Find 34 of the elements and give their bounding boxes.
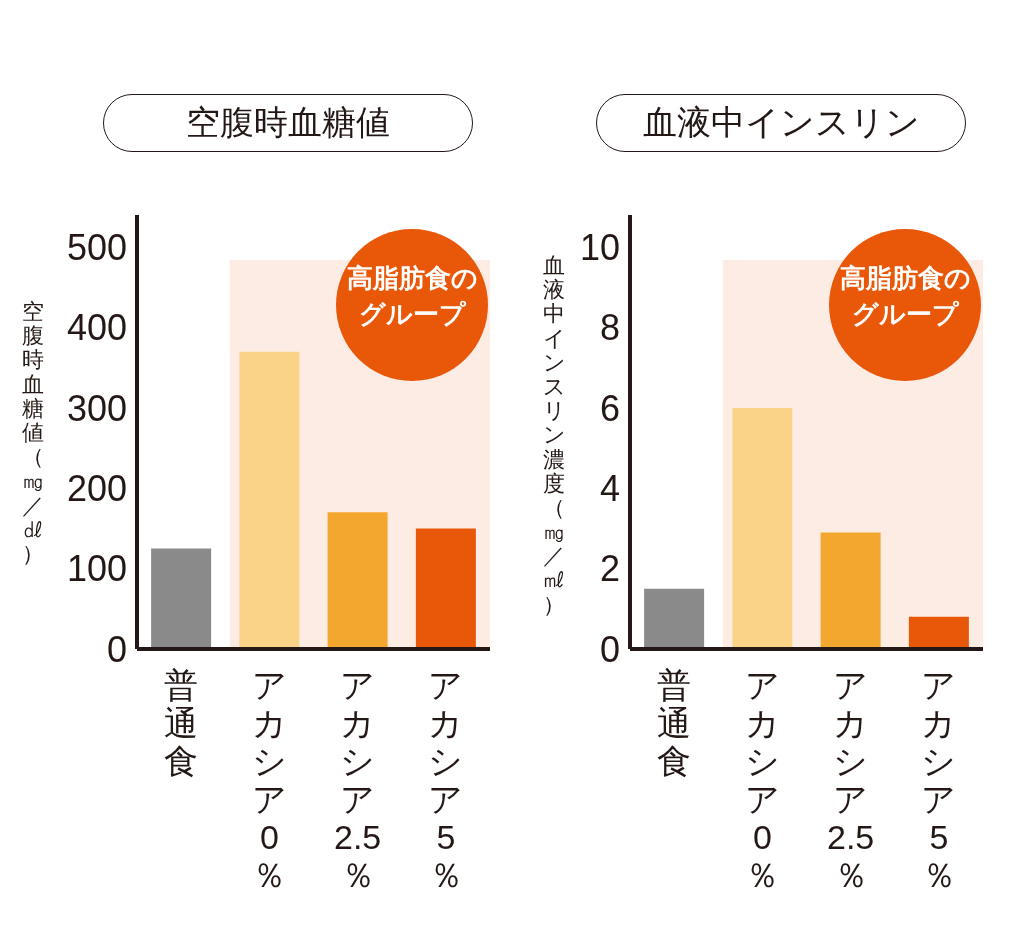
x-tick-label: アカシア0％ [744,666,780,894]
y-tick-label: 500 [66,226,127,268]
y-tick-label: 2 [599,548,620,590]
y-tick-label: 100 [66,548,127,590]
y-tick-label: 0 [106,628,127,670]
bar [644,588,705,649]
band-label: 高脂肪食のグループ [346,263,478,329]
chart-title: 血液中インスリン [596,94,966,152]
x-tick-label: 普通食 [164,666,199,780]
bar [908,616,969,649]
chart-title: 空腹時血糖値 [103,94,473,152]
x-tick-label: アカシア2.5％ [826,666,875,894]
x-tick-label: アカシア0％ [251,666,287,894]
y-tick-label: 10 [579,226,620,268]
bar [239,351,300,649]
y-tick-label: 400 [66,307,127,349]
bar [820,532,881,649]
x-tick-label: アカシア2.5％ [333,666,382,894]
y-tick-label: 200 [66,468,127,510]
x-tick-label: アカシア5％ [921,666,957,894]
y-tick-label: 0 [599,628,620,670]
y-tick-label: 300 [66,387,127,429]
y-tick-label: 8 [599,307,620,349]
bar [151,548,212,649]
bar [327,512,388,649]
band-label: 高脂肪食のグループ [839,263,971,329]
x-tick-label: 普通食 [657,666,692,780]
bar [415,528,476,649]
text: 血液中インスリン濃度（㎎／㎖） [542,253,566,617]
y-tick-label: 6 [599,387,620,429]
x-tick-label: アカシア5％ [428,666,464,894]
bar [732,407,793,649]
text: 空腹時血糖値（㎎／㎗） [22,299,44,566]
y-tick-label: 4 [599,468,620,510]
